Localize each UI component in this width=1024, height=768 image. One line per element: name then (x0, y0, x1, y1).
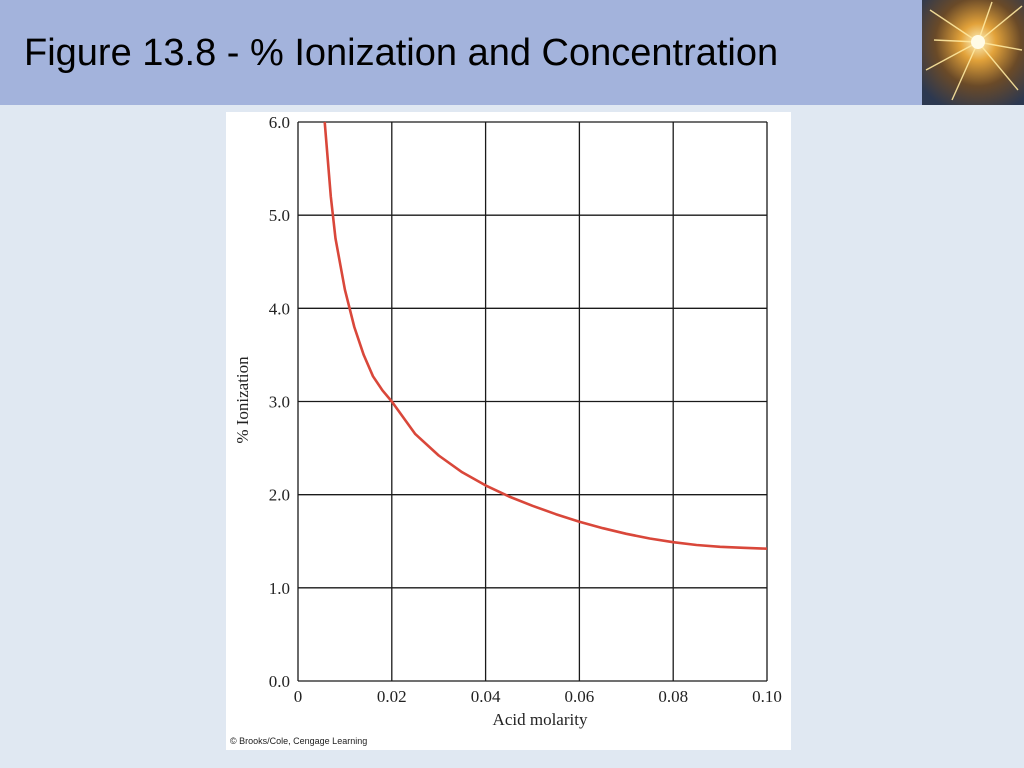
slide-header: Figure 13.8 - % Ionization and Concentra… (0, 0, 922, 105)
y-tick-label: 2.0 (269, 486, 290, 505)
y-tick-label: 6.0 (269, 113, 290, 132)
y-tick-label: 0.0 (269, 672, 290, 691)
corner-photo (922, 0, 1024, 105)
copyright-credit: © Brooks/Cole, Cengage Learning (230, 736, 368, 746)
x-tick-label: 0.08 (658, 687, 688, 706)
figure-panel: 0 0.02 0.04 0.06 0.08 0.10 0.0 1.0 2.0 3.0 4.0 5.0 6… (226, 112, 791, 750)
y-tick-label: 1.0 (269, 579, 290, 598)
x-tick-label: 0.02 (377, 687, 407, 706)
ionization-chart: 0 0.02 0.04 0.06 0.08 0.10 0.0 1.0 2.0 3.0 4.0 5.0 6… (233, 113, 782, 729)
y-tick-label: 4.0 (269, 299, 290, 318)
y-tick-label: 3.0 (269, 393, 290, 412)
x-tick-label: 0.10 (752, 687, 782, 706)
x-axis-label: Acid molarity (493, 710, 588, 729)
y-tick-label: 5.0 (269, 206, 290, 225)
sparkle-photo-icon (922, 0, 1024, 105)
slide-title: Figure 13.8 - % Ionization and Concentra… (24, 32, 779, 74)
x-tick-label: 0 (294, 687, 303, 706)
y-axis-label: % Ionization (233, 356, 252, 444)
ionization-curve (323, 121, 768, 550)
x-tick-label: 0.06 (565, 687, 595, 706)
x-tick-label: 0.04 (471, 687, 501, 706)
